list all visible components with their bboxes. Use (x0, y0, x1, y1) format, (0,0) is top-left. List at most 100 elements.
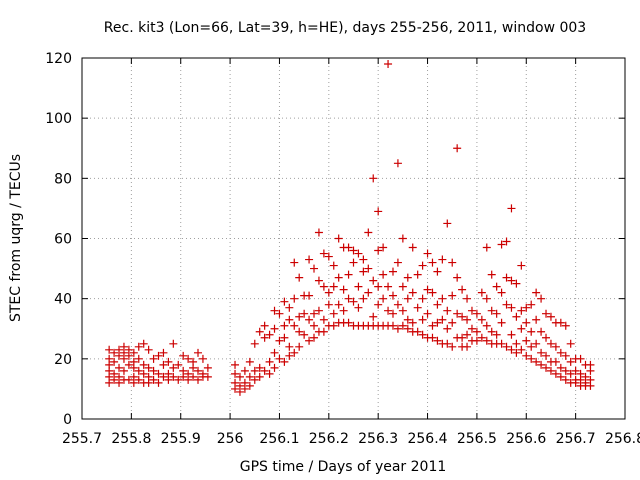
data-point (522, 336, 531, 345)
data-point (194, 348, 203, 357)
data-point (527, 354, 536, 363)
data-point (512, 339, 521, 348)
data-point (388, 321, 397, 330)
y-tick-label: 20 (54, 352, 72, 368)
data-point (448, 291, 457, 300)
data-point (388, 309, 397, 318)
data-point (124, 360, 133, 369)
data-point (349, 297, 358, 306)
data-point (359, 255, 368, 264)
data-point (537, 294, 546, 303)
data-point (551, 369, 560, 378)
data-point (285, 315, 294, 324)
data-point (448, 258, 457, 267)
data-point (463, 294, 472, 303)
data-point (522, 318, 531, 327)
data-point (443, 306, 452, 315)
y-tick-label: 100 (45, 111, 72, 127)
data-point (285, 303, 294, 312)
data-point (245, 357, 254, 366)
data-point (561, 351, 570, 360)
data-point (487, 270, 496, 279)
data-point (105, 345, 114, 354)
data-point (115, 363, 124, 372)
data-point (235, 372, 244, 381)
data-point (497, 318, 506, 327)
data-point (275, 336, 284, 345)
data-point (448, 318, 457, 327)
data-point (408, 243, 417, 252)
data-point (522, 351, 531, 360)
data-point (324, 300, 333, 309)
data-point (359, 294, 368, 303)
data-point (561, 375, 570, 384)
data-point (329, 282, 338, 291)
data-point (458, 312, 467, 321)
data-point (497, 288, 506, 297)
data-point (295, 327, 304, 336)
data-point (443, 324, 452, 333)
axes: 255.7 255.8 255.9 256 256.1 256.2 256.3 256.4 25… (45, 51, 640, 447)
data-point (463, 342, 472, 351)
x-tick-label: 256 (217, 431, 244, 447)
data-point (300, 309, 309, 318)
data-point (174, 375, 183, 384)
data-point (310, 333, 319, 342)
data-point (443, 339, 452, 348)
data-point (586, 381, 595, 390)
data-point (189, 363, 198, 372)
data-point (144, 378, 153, 387)
data-point (290, 258, 299, 267)
data-point (561, 321, 570, 330)
data-point (423, 249, 432, 258)
data-point (477, 333, 486, 342)
data-point (537, 360, 546, 369)
data-point (492, 282, 501, 291)
data-point (285, 342, 294, 351)
data-point (339, 306, 348, 315)
data-point (512, 348, 521, 357)
data-point (134, 366, 143, 375)
data-point (314, 228, 323, 237)
data-point (463, 315, 472, 324)
data-point (270, 363, 279, 372)
data-point (275, 309, 284, 318)
data-point (566, 339, 575, 348)
data-point (556, 318, 565, 327)
data-point (467, 306, 476, 315)
data-point (364, 288, 373, 297)
data-point (255, 327, 264, 336)
data-point (250, 339, 259, 348)
data-point (537, 327, 546, 336)
data-point (398, 234, 407, 243)
data-point (245, 372, 254, 381)
data-point (546, 312, 555, 321)
data-point (240, 384, 249, 393)
data-point (403, 315, 412, 324)
data-point (354, 303, 363, 312)
data-point (164, 357, 173, 366)
data-point (542, 333, 551, 342)
data-point (542, 309, 551, 318)
y-tick-label: 0 (63, 412, 72, 428)
data-point (115, 378, 124, 387)
data-point (374, 207, 383, 216)
data-point (472, 336, 481, 345)
data-point (502, 273, 511, 282)
data-point (260, 366, 269, 375)
data-point (129, 363, 138, 372)
data-point (517, 261, 526, 270)
data-point (512, 279, 521, 288)
data-point (310, 309, 319, 318)
data-point (329, 309, 338, 318)
data-point (314, 276, 323, 285)
data-point (235, 387, 244, 396)
data-point (443, 219, 452, 228)
data-point (149, 354, 158, 363)
data-point (428, 333, 437, 342)
data-point (408, 288, 417, 297)
data-point (110, 357, 119, 366)
data-point (129, 378, 138, 387)
data-point (134, 375, 143, 384)
data-point (240, 366, 249, 375)
